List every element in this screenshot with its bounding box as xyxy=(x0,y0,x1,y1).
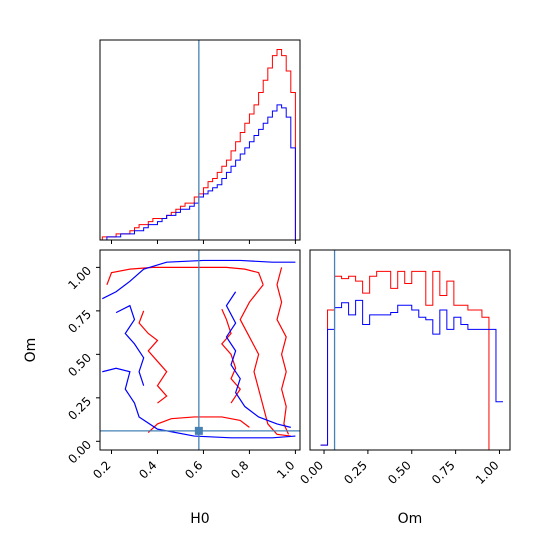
joint-truth-marker xyxy=(194,426,203,435)
joint-y-ticklabel-1: 0.00 xyxy=(65,438,94,467)
om-axis-label: Om xyxy=(398,511,423,527)
joint-x-ticklabel-5: 1.0 xyxy=(274,458,297,481)
joint-x-ticklabel-2: 0.4 xyxy=(136,458,159,481)
om-x-ticklabel-3: 0.50 xyxy=(385,458,414,487)
om-x-ticklabel-4: 0.75 xyxy=(429,458,458,487)
joint-x-ticklabel-4: 0.8 xyxy=(228,458,251,481)
joint-y-ticklabel-5: 1.00 xyxy=(65,264,94,293)
joint-contour-s1-3 xyxy=(147,416,250,434)
joint-x-ticklabel-3: 0.6 xyxy=(182,458,205,481)
joint-contour-s2-1 xyxy=(102,259,296,300)
joint-y-ticklabel-3: 0.50 xyxy=(65,351,94,380)
h0-hist-series-2 xyxy=(100,104,300,240)
h0-hist-plot-area xyxy=(100,40,300,240)
joint-plot-area xyxy=(100,250,300,450)
joint-frame xyxy=(99,249,301,451)
joint-contour-s2-3 xyxy=(115,304,145,386)
joint-contour-s1-6 xyxy=(276,267,290,435)
h0-marginal-panel xyxy=(99,39,301,244)
om-y-axis-label: Om xyxy=(23,338,39,363)
joint-y-ticklabel-4: 0.75 xyxy=(65,307,94,336)
om-marginal-panel: 0.00 0.25 0.50 0.75 1.00 xyxy=(297,249,511,487)
joint-x-ticklabel-1: 0.2 xyxy=(90,458,113,481)
h0-om-joint-panel: 0.2 0.4 0.6 0.8 1.0 0.00 0.25 0.50 0.75 1.00 xyxy=(65,249,301,482)
joint-contour-s1-5 xyxy=(221,308,241,404)
joint-contour-s1-1 xyxy=(106,266,264,285)
h0-hist-frame xyxy=(99,39,301,241)
h0-hist-series-1 xyxy=(100,49,300,240)
joint-contour-s1-2 xyxy=(239,284,291,437)
om-hist-series-1 xyxy=(320,270,503,450)
om-hist-frame xyxy=(309,249,511,451)
joint-contour-s2-4 xyxy=(225,291,291,428)
om-hist-plot-area xyxy=(320,250,503,450)
om-x-ticklabel-2: 0.25 xyxy=(341,458,370,487)
h0-axis-label: H0 xyxy=(190,511,209,527)
om-x-ticklabel-1: 0.00 xyxy=(297,458,326,487)
joint-contour-s1-4 xyxy=(138,310,168,404)
om-x-ticklabel-5: 1.00 xyxy=(473,458,502,487)
joint-y-ticklabel-2: 0.25 xyxy=(65,394,94,423)
joint-contour-s2-2 xyxy=(102,367,296,439)
om-hist-series-2 xyxy=(320,299,503,446)
